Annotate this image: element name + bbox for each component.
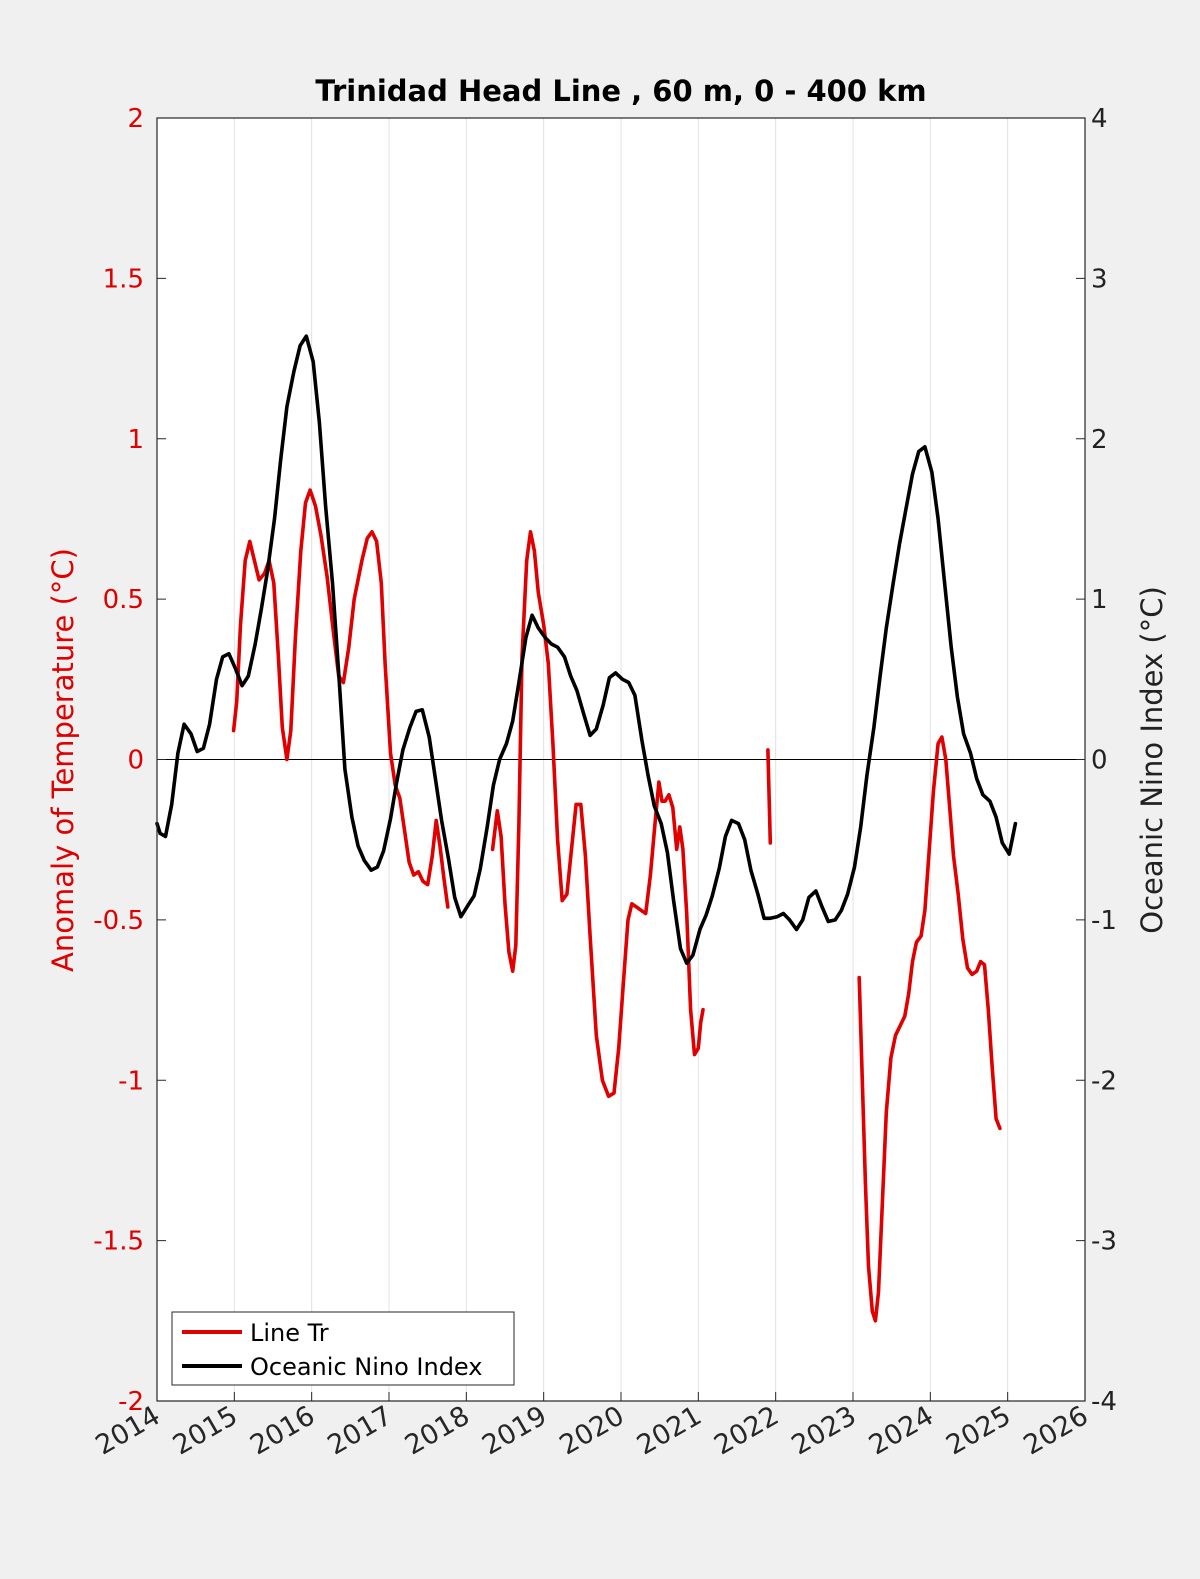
x-tick-label: 2026 bbox=[1018, 1400, 1093, 1461]
y2-tick-label: -3 bbox=[1091, 1227, 1117, 1257]
series-layer bbox=[155, 334, 1018, 1323]
y-axis-left-label: Anomaly of Temperature (°C) bbox=[46, 548, 80, 972]
y-tick-label: 1 bbox=[127, 425, 144, 455]
y2-tick-label: -1 bbox=[1091, 906, 1117, 936]
legend-label-line-tr: Line Tr bbox=[250, 1319, 329, 1347]
y2-tick-label: 1 bbox=[1091, 585, 1108, 615]
x-axis: 2014 2015 2016 2017 2018 2019 2020 2021 2022 2023… bbox=[90, 1392, 1094, 1461]
y2-tick-label: 4 bbox=[1091, 104, 1108, 134]
y-axis-right-label: Oceanic Nino Index (°C) bbox=[1135, 586, 1169, 934]
legend-label-oni: Oceanic Nino Index bbox=[250, 1353, 482, 1381]
x-tick-label: 2016 bbox=[245, 1400, 320, 1461]
y-tick-label: -2 bbox=[118, 1387, 144, 1417]
y-tick-label: 0 bbox=[127, 746, 144, 776]
x-tick-label: 2024 bbox=[864, 1400, 939, 1461]
line-tr-series-segment bbox=[857, 735, 1002, 1323]
y-axis-left: -2 -1.5 -1 -0.5 0 0.5 1 1.5 2 bbox=[93, 104, 166, 1417]
x-tick-label: 2020 bbox=[554, 1400, 629, 1461]
x-tick-label: 2017 bbox=[322, 1400, 397, 1461]
x-tick-label: 2023 bbox=[786, 1400, 861, 1461]
y-tick-label: -1.5 bbox=[93, 1227, 144, 1257]
line-tr-series-segment bbox=[490, 529, 705, 1099]
x-tick-label: 2015 bbox=[168, 1400, 243, 1461]
y2-tick-label: 0 bbox=[1091, 746, 1108, 776]
y2-tick-label: -4 bbox=[1091, 1387, 1117, 1417]
y-tick-label: 1.5 bbox=[103, 264, 144, 294]
x-tick-label: 2022 bbox=[709, 1400, 784, 1461]
chart-title: Trinidad Head Line , 60 m, 0 - 400 km bbox=[315, 74, 926, 108]
x-tick-label: 2019 bbox=[477, 1400, 552, 1461]
y2-tick-label: -2 bbox=[1091, 1066, 1117, 1096]
x-tick-label: 2018 bbox=[400, 1400, 475, 1461]
x-tick-label: 2021 bbox=[632, 1400, 707, 1461]
y-tick-label: 2 bbox=[127, 104, 144, 134]
y-tick-label: 0.5 bbox=[103, 585, 144, 615]
x-tick-label: 2025 bbox=[941, 1400, 1016, 1461]
legend: Line Tr Oceanic Nino Index bbox=[171, 1311, 515, 1386]
y2-tick-label: 2 bbox=[1091, 425, 1108, 455]
y-tick-label: -0.5 bbox=[93, 906, 144, 936]
y2-tick-label: 3 bbox=[1091, 264, 1108, 294]
y-axis-right: -4 -3 -2 -1 0 1 2 3 4 bbox=[1076, 104, 1117, 1417]
y-tick-label: -1 bbox=[118, 1066, 144, 1096]
legend-box bbox=[171, 1311, 515, 1386]
line-tr-series-segment bbox=[766, 748, 773, 845]
oni-series-line bbox=[155, 334, 1018, 966]
